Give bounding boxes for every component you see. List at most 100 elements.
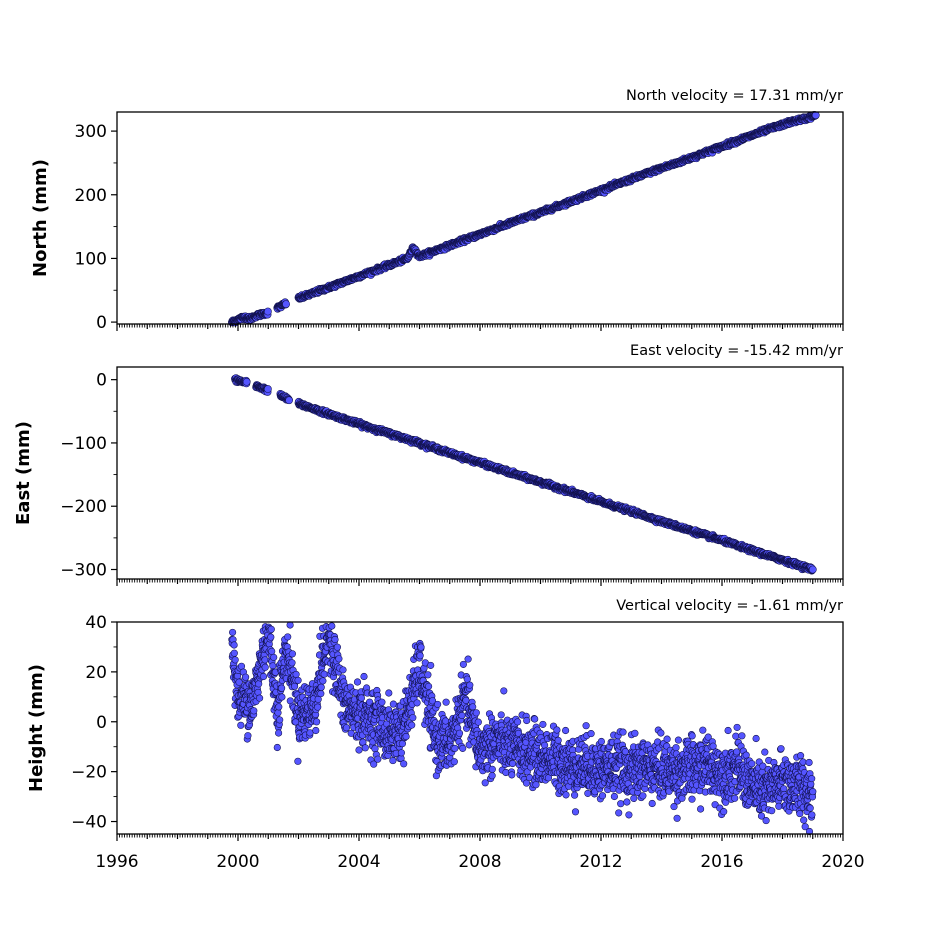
y-tick-label: −200 [60, 497, 107, 517]
north-ylabel: North (mm) [30, 159, 51, 277]
data-point [317, 683, 325, 691]
data-point [267, 625, 275, 633]
y-tick-label: −100 [60, 434, 107, 454]
y-tick-label: 0 [96, 371, 107, 391]
height-ylabel: Height (mm) [26, 664, 47, 792]
y-tick-label: 0 [96, 313, 107, 333]
data-point [319, 677, 327, 685]
data-point [250, 707, 258, 715]
north-panel: North velocity = 17.31 mm/yr North (mm) … [30, 88, 844, 333]
data-point [259, 672, 268, 681]
data-point [320, 670, 328, 678]
data-point [314, 703, 322, 711]
data-point [242, 377, 251, 386]
data-point [261, 656, 269, 664]
data-point [276, 716, 284, 724]
data-point [451, 744, 459, 752]
east-velocity-title: East velocity = -15.42 mm/yr [630, 343, 843, 359]
vertical-velocity-title: Vertical velocity = -1.61 mm/yr [616, 598, 843, 614]
y-tick-label: −300 [60, 561, 107, 581]
data-point [462, 696, 470, 704]
east-points [231, 374, 817, 575]
east-ylabel: East (mm) [13, 421, 34, 525]
data-point [413, 699, 421, 707]
data-point [270, 653, 278, 661]
data-point [264, 385, 272, 393]
data-point [269, 662, 277, 670]
y-tick-label: 300 [75, 122, 107, 142]
data-point [402, 732, 410, 741]
data-point [397, 749, 405, 757]
data-point [361, 744, 369, 752]
data-point [288, 659, 296, 667]
data-point [268, 647, 276, 655]
data-point [374, 755, 382, 763]
data-point [450, 758, 458, 766]
east-yticks: 0 −100 −200 −300 [60, 371, 117, 581]
data-point [278, 684, 286, 692]
data-point [282, 300, 290, 308]
north-xticks [116, 324, 844, 331]
data-point [360, 672, 368, 681]
data-point [389, 757, 397, 765]
data-point [459, 660, 467, 668]
north-points [228, 111, 820, 327]
east-xticks [116, 579, 844, 586]
data-point [459, 744, 467, 752]
data-point [312, 726, 320, 735]
data-point [342, 724, 351, 732]
data-point [292, 670, 300, 678]
data-point [278, 693, 286, 701]
y-tick-label: 100 [75, 249, 107, 269]
data-point [333, 643, 341, 651]
data-point [286, 621, 294, 629]
data-point [229, 628, 237, 636]
data-point [244, 732, 252, 740]
data-point [458, 711, 466, 720]
data-point [434, 700, 442, 708]
data-point [256, 694, 264, 702]
data-point [455, 729, 464, 737]
data-point [339, 666, 347, 674]
data-point [275, 703, 283, 711]
data-point [294, 757, 302, 765]
data-point [294, 676, 302, 684]
data-point [275, 729, 283, 737]
data-point [378, 698, 386, 706]
data-point [273, 743, 281, 752]
data-point [355, 746, 363, 754]
data-point [230, 649, 238, 657]
data-point [317, 690, 325, 698]
data-point [408, 721, 416, 729]
data-point [385, 689, 393, 697]
data-point [274, 709, 282, 717]
data-point [353, 678, 362, 686]
data-point [357, 694, 365, 702]
data-point [285, 396, 293, 405]
data-point [409, 714, 417, 722]
data-point [417, 643, 425, 651]
data-point [284, 633, 292, 641]
north-velocity-title: North velocity = 17.31 mm/yr [626, 88, 843, 104]
data-point [371, 745, 379, 753]
data-point [231, 656, 239, 664]
data-point [811, 111, 820, 120]
data-point [242, 673, 250, 681]
east-panel: East velocity = -15.42 mm/yr East (mm) 0… [13, 343, 844, 586]
data-point [424, 671, 432, 679]
data-point [267, 633, 275, 641]
data-point [425, 682, 433, 690]
data-point [427, 661, 435, 669]
data-point [331, 635, 339, 644]
data-point [255, 680, 263, 688]
north-yticks: 0 100 200 300 [75, 122, 117, 333]
y-tick-label: 200 [75, 186, 107, 206]
data-point [416, 652, 424, 660]
data-point [288, 650, 296, 658]
data-point [808, 565, 817, 574]
data-point [261, 663, 269, 671]
height-panel: Vertical velocity = -1.61 mm/yr Height (… [26, 598, 865, 872]
data-point [264, 307, 272, 316]
data-point [237, 721, 245, 729]
